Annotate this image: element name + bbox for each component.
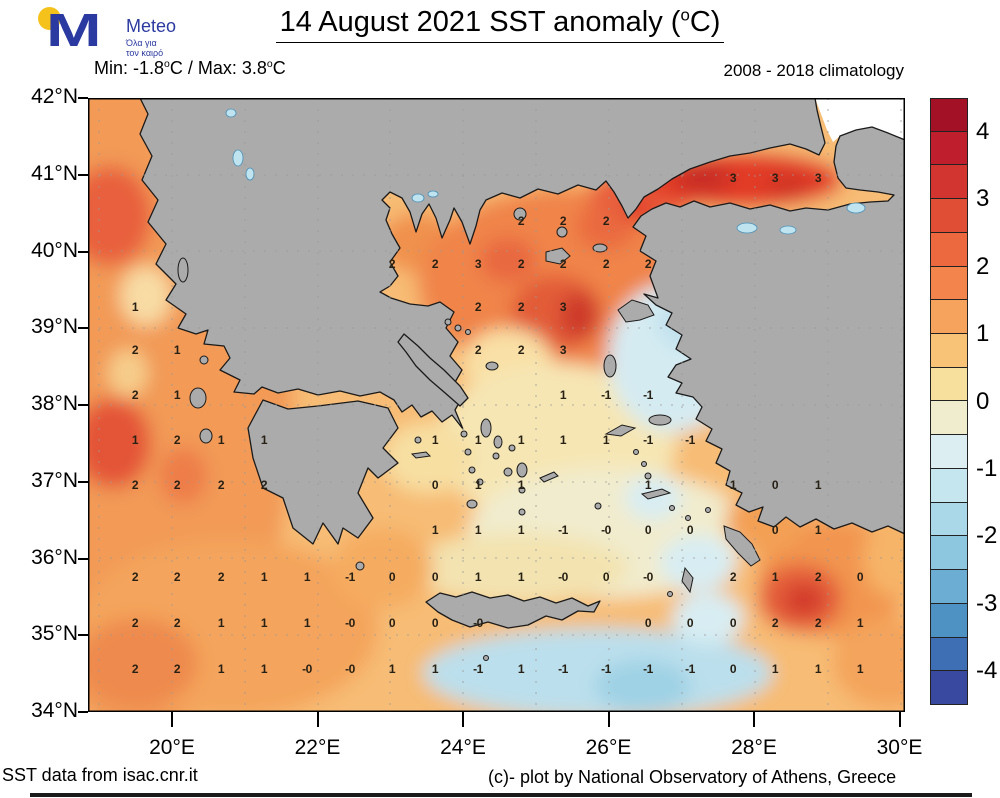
black-sea-nodata (815, 98, 905, 142)
land-peloponnese (247, 399, 399, 545)
lat-label: 37°N (31, 468, 78, 492)
island-crete (425, 591, 601, 629)
colorbar-segment (930, 199, 968, 233)
colorbar-tick-label: 0 (976, 387, 990, 415)
lon-tick (171, 712, 173, 727)
lon-tick (607, 712, 610, 727)
sst-anomaly-map: 3 3 3 2 2 2 2 2 3 2 2 2 2 1 2 2 3 2 1 2 2 3 2 1 1 -1 -1 1 2 1 1 1 1 1 1 1 -1… (88, 98, 905, 712)
lon-label: 22°E (294, 736, 341, 759)
colorbar-segment (930, 165, 968, 200)
logo-sun-icon (38, 7, 61, 30)
colorbar-segment (930, 603, 968, 638)
colorbar-tick-label: 2 (976, 252, 990, 280)
colorbar-segment (930, 570, 968, 604)
colorbar-tick-label: -3 (976, 589, 998, 617)
lat-tick (78, 404, 88, 406)
colorbar-segment (930, 367, 968, 402)
land-balkans-greece (139, 98, 826, 430)
lat-tick (78, 634, 88, 637)
colorbar-segment (930, 435, 968, 469)
lat-label: 39°N (31, 315, 78, 339)
climatology-label: 2008 - 2018 climatology (723, 61, 904, 80)
lon-tick (898, 712, 901, 727)
island-euboea (397, 333, 469, 407)
title-wrap: 14 August 2021 SST anomaly (oC) (0, 6, 1000, 43)
colorbar (930, 98, 968, 705)
lon-label: 28°E (731, 736, 777, 759)
page-title: 14 August 2021 SST anomaly (oC) (275, 6, 725, 43)
colorbar-segment (930, 334, 968, 368)
colorbar-segment (930, 232, 968, 267)
colorbar-segment (930, 401, 968, 436)
data-source-label: SST data from isac.cnr.it (2, 765, 198, 785)
colorbar-segment (930, 266, 968, 301)
colorbar-segment (930, 637, 968, 672)
lat-tick (78, 711, 88, 713)
lat-tick (78, 173, 88, 176)
colorbar-tick-label: -1 (976, 454, 998, 482)
colorbar-segment (930, 502, 968, 537)
lon-label: 30°E (876, 736, 923, 759)
lakes-group (225, 108, 866, 235)
colorbar-segment (930, 300, 968, 335)
lat-tick (78, 327, 88, 330)
logo-m-icon: M (46, 4, 102, 56)
colorbar-tick-label: 4 (976, 117, 990, 145)
credit-label: (c)- plot by National Observatory of Ath… (488, 767, 897, 787)
minmax-label: Min: -1.8oC / Max: 3.8oC (94, 58, 286, 78)
lon-label: 20°E (149, 736, 195, 759)
colorbar-segment (930, 131, 968, 166)
lat-tick (78, 557, 88, 560)
colorbar-segment (930, 468, 968, 503)
lon-tick (462, 712, 464, 727)
colorbar-segment (930, 536, 968, 571)
lat-label: 40°N (31, 238, 78, 262)
logo-brand-text: Meteo (126, 16, 177, 36)
map-svg (88, 98, 905, 712)
lon-label: 26°E (585, 736, 632, 759)
lat-tick (78, 250, 88, 253)
lat-tick (78, 480, 88, 483)
logo-tagline: Όλα για τον καιρό (126, 38, 164, 58)
colorbar-segment (930, 671, 968, 705)
graticule (88, 98, 905, 712)
lat-label: 41°N (31, 161, 78, 185)
bottom-divider (30, 793, 972, 797)
lon-label: 24°E (440, 736, 486, 759)
islands-group (177, 207, 761, 661)
lat-label: 42°N (31, 85, 78, 108)
colorbar-tick-label: -4 (976, 657, 998, 685)
lat-label: 38°N (31, 392, 78, 415)
meteo-logo: M Meteo Όλα για τον καιρό (16, 4, 246, 60)
colorbar-tick-label: -2 (976, 522, 998, 550)
land-anatolia (632, 126, 905, 535)
lat-label: 36°N (31, 545, 78, 569)
colorbar-tick-label: 3 (976, 185, 990, 213)
lat-tick (78, 97, 88, 99)
map-frame (88, 98, 905, 712)
colorbar-tick-label: 1 (976, 320, 990, 348)
lat-label: 34°N (31, 699, 78, 722)
lat-label: 35°N (31, 622, 78, 646)
lon-tick (753, 712, 755, 727)
colorbar-segment (930, 98, 968, 132)
lon-tick (316, 712, 319, 727)
